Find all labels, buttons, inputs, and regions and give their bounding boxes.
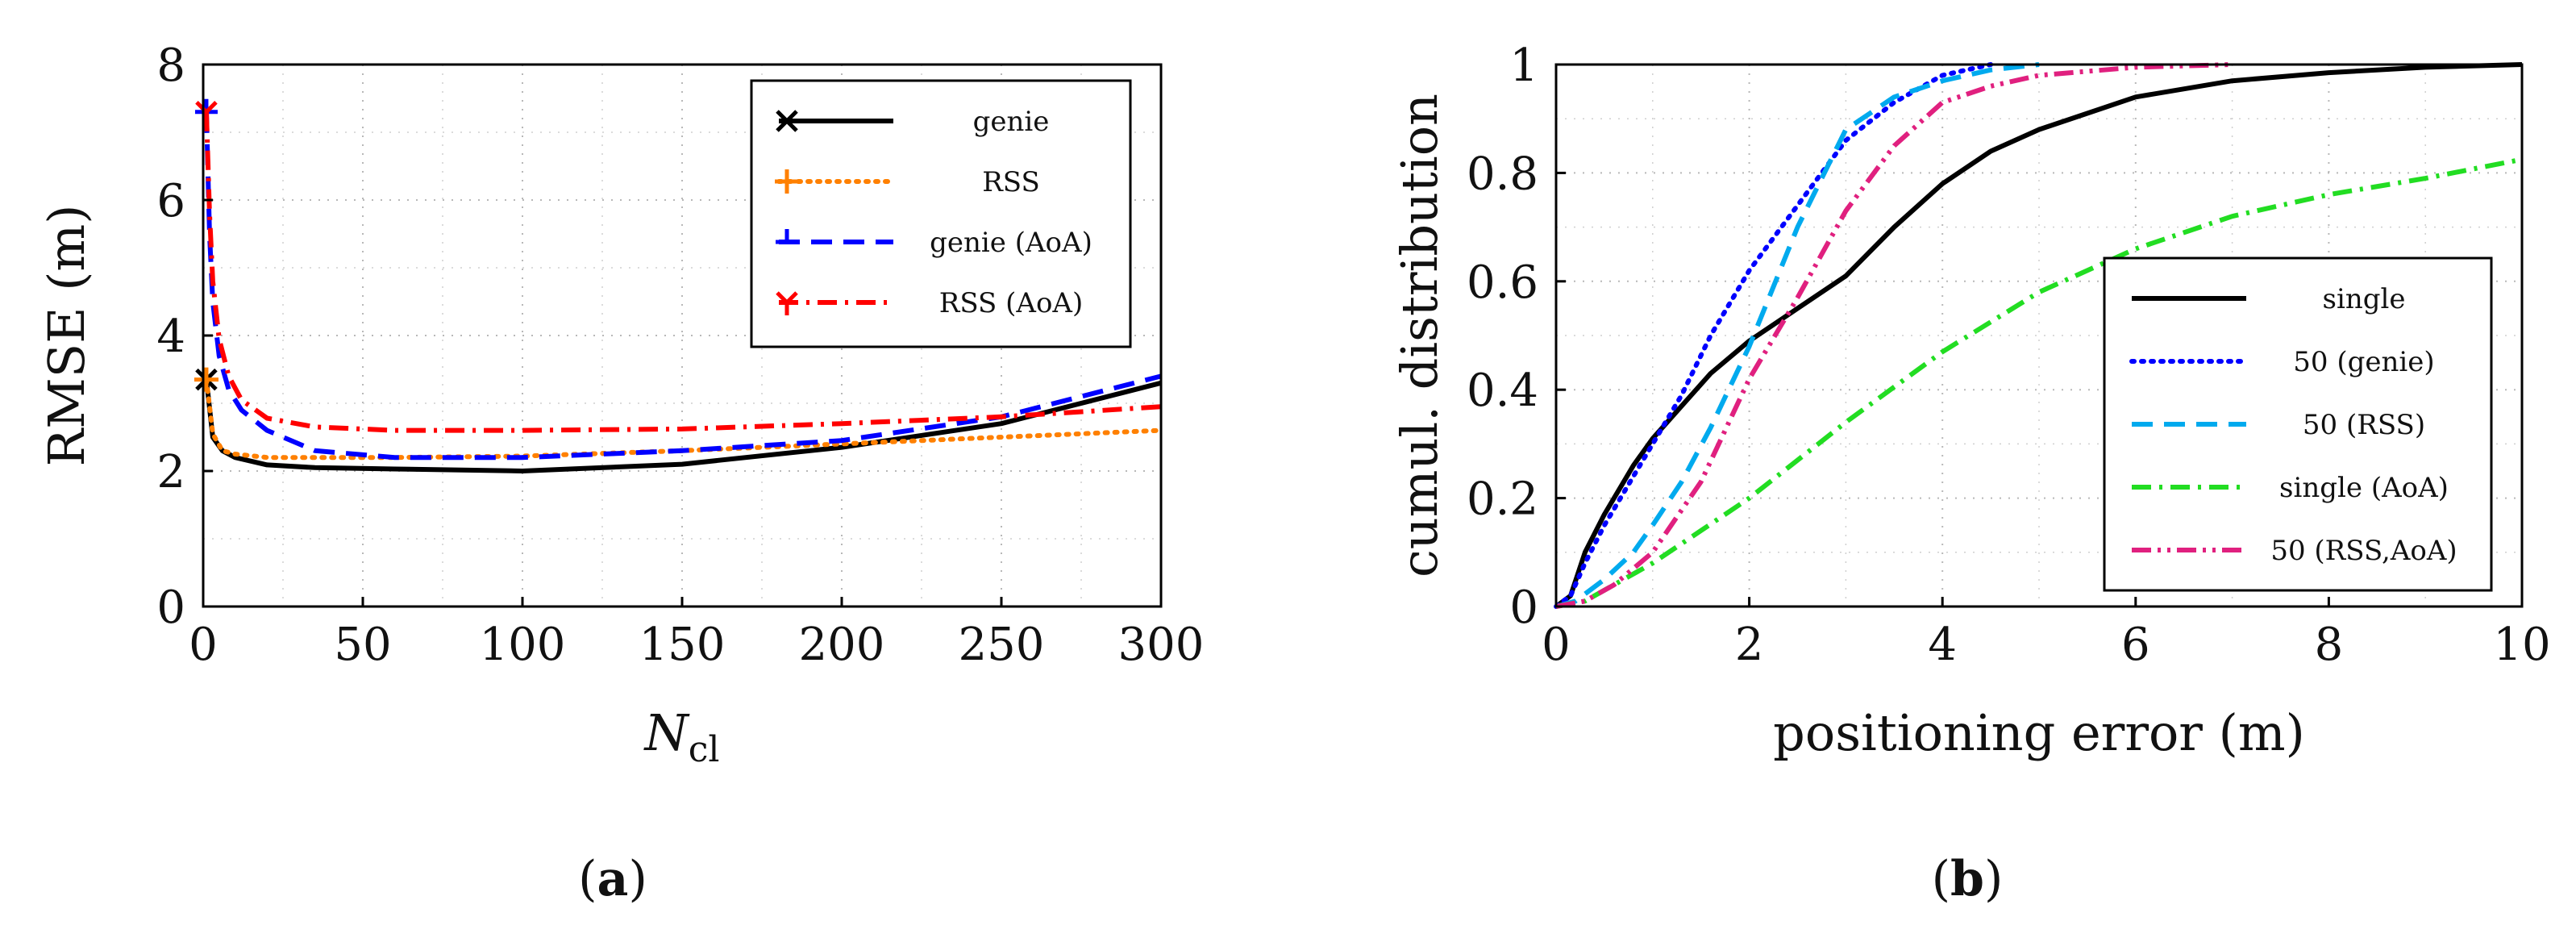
panel-caption: (a) [578, 851, 647, 907]
series-marker-4 [195, 101, 218, 125]
y-axis-label: cumul. distribution [1390, 94, 1449, 577]
legend: genie RSS genie (AoA) RSS (AoA) [750, 79, 1132, 348]
x-tick-label: 8 [2315, 619, 2344, 671]
y-tick-label: 8 [156, 40, 185, 92]
x-axis-label-main: N [643, 703, 691, 762]
y-tick-label: 0 [1509, 582, 1538, 634]
y-tick-label: 0.2 [1467, 473, 1538, 526]
x-tick-label: 100 [480, 619, 566, 671]
x-axis-label-sub: cl [689, 729, 720, 770]
legend-label-1: single [2323, 283, 2406, 315]
x-tick-label: 4 [1928, 619, 1957, 671]
x-tick-label: 50 [334, 619, 391, 671]
y-tick-label: 2 [156, 446, 185, 498]
x-tick-label: 300 [1118, 619, 1205, 671]
legend-marker-2 [775, 169, 799, 194]
y-tick-label: 0 [156, 582, 185, 634]
x-tick-label: 150 [639, 619, 726, 671]
legend-label-3: 50 (RSS) [2303, 409, 2425, 441]
y-tick-label: 6 [156, 175, 185, 227]
legend-label-4: single (AoA) [2279, 472, 2449, 504]
legend-marker-4 [776, 291, 798, 315]
x-tick-label: 2 [1735, 619, 1764, 671]
legend-label-5: 50 (RSS,AoA) [2270, 535, 2457, 567]
legend-label-3: genie (AoA) [930, 227, 1092, 259]
y-tick-label: 0.4 [1467, 365, 1538, 417]
x-tick-label: 0 [1542, 619, 1571, 671]
series-line-2 [1554, 62, 1994, 609]
x-axis-label: positioning error (m) [1773, 703, 2305, 762]
legend: single 50 (genie) 50 (RSS) single (AoA) 50 (… [2103, 256, 2493, 592]
panel-caption-letter: a [597, 851, 629, 907]
legend-label-2: RSS [982, 166, 1040, 198]
series-line-2 [204, 377, 1163, 461]
x-axis-label: Ncl [643, 703, 720, 770]
y-tick-label: 4 [156, 311, 185, 363]
x-tick-label: 10 [2493, 619, 2550, 671]
y-tick-label: 0.8 [1467, 148, 1538, 200]
panel-caption: (b) [1932, 851, 2004, 907]
legend-label-1: genie [973, 106, 1050, 138]
legend-label-2: 50 (genie) [2293, 346, 2434, 378]
x-tick-label: 0 [189, 619, 218, 671]
series-line-1 [1554, 62, 2523, 609]
legend-marker-3 [776, 229, 798, 244]
series-line-4 [204, 111, 1162, 433]
y-tick-label: 1 [1509, 40, 1538, 92]
chart-panel-b: 0 2 4 6 8 10 0 0.2 0.4 0.6 0.8 1 positioning error (… [1390, 40, 2551, 907]
series-line-4 [1555, 156, 2523, 609]
legend-marker-1 [776, 110, 798, 132]
panel-caption-letter: b [1950, 851, 1984, 907]
x-tick-label: 250 [959, 619, 1045, 671]
series-marker-2 [194, 367, 218, 392]
y-tick-label: 0.6 [1467, 256, 1538, 309]
chart-panel-a: 0 50 100 150 200 250 300 0 2 4 6 8 Ncl RMSE (m) genie R… [37, 40, 1204, 907]
x-tick-label: 200 [799, 619, 885, 671]
y-axis-label: RMSE (m) [37, 205, 96, 467]
x-tick-label: 6 [2121, 619, 2150, 671]
plot-frame [1554, 63, 2524, 608]
series-line-5 [1555, 62, 2233, 609]
legend-label-4: RSS (AoA) [939, 287, 1084, 319]
legend-box [750, 79, 1132, 348]
